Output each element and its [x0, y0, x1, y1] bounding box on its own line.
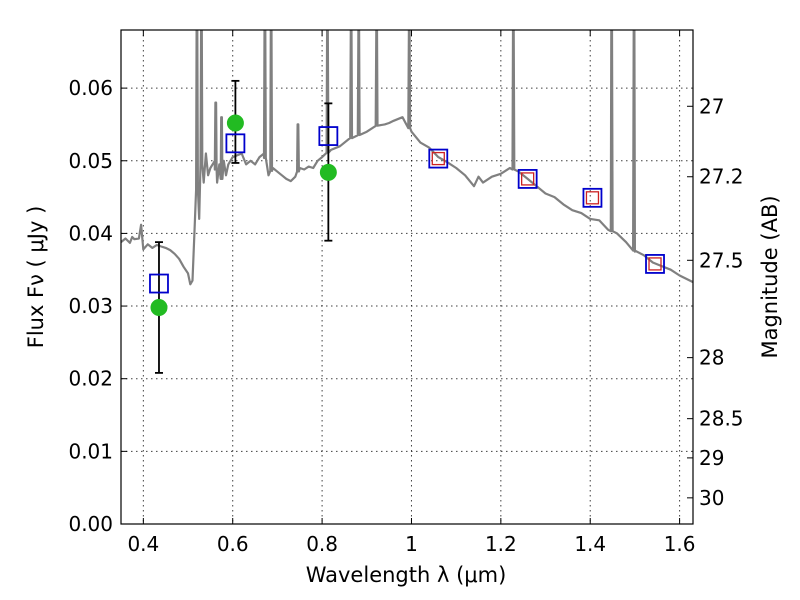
y-tick-label: 0.03: [68, 294, 113, 318]
upper-limit-square: [521, 172, 535, 186]
axes: 0.4 0.6 0.8 1 1.2 1.4 1.6 0.00 0.01 0.02 0.03 0.04 0…: [68, 30, 744, 556]
observed-flux-circle: [226, 114, 244, 132]
grid: [121, 30, 693, 525]
photometry-points: [149, 79, 665, 374]
y2-tick-label: 27.5: [699, 248, 744, 272]
model-flux-square: [517, 169, 538, 189]
plot-area-frame: [120, 29, 694, 525]
y2-tick-label: 27: [699, 94, 724, 118]
x-tick-label: 0.4: [127, 532, 159, 556]
y2-tick-label: 28: [699, 346, 724, 370]
model-flux-square: [149, 273, 169, 294]
x-axis-title: Wavelength λ (μm): [306, 563, 507, 587]
model-spectrum-line: [121, 30, 693, 286]
y-tick-label: 0.02: [68, 367, 113, 391]
observed-flux-circle: [319, 163, 337, 181]
model-flux-square: [645, 254, 665, 274]
model-spectrum-layer: [121, 30, 693, 286]
y2-axis-title: Magnitude (AB): [758, 195, 782, 358]
model-flux-square: [318, 126, 339, 146]
x-tick-label: 1.4: [574, 532, 606, 556]
observed-flux-circle: [150, 299, 168, 317]
x-tick-label: 1.6: [664, 532, 696, 556]
y2-tick-label: 28.5: [699, 407, 744, 431]
y2-tick-label: 29: [699, 446, 724, 470]
model-flux-square: [428, 148, 449, 169]
upper-limit-square: [431, 151, 445, 166]
x-tick-label: 1: [405, 532, 418, 556]
x-tick-label: 0.8: [306, 532, 338, 556]
y2-tick-label: 30: [699, 486, 724, 510]
y-axis-title: Flux Fν ( μJy ): [24, 206, 48, 349]
y-tick-label: 0.00: [68, 512, 113, 536]
model-flux-square: [225, 133, 246, 154]
y-tick-label: 0.01: [68, 439, 113, 463]
model-flux-square: [582, 187, 603, 208]
y-tick-label: 0.05: [68, 149, 113, 173]
upper-limit-square: [585, 191, 600, 205]
y2-tick-label: 27.2: [699, 165, 744, 189]
upper-limit-square: [648, 257, 662, 271]
y-tick-label: 0.04: [68, 221, 113, 245]
y-tick-label: 0.06: [68, 76, 113, 100]
x-tick-label: 1.2: [485, 532, 517, 556]
x-tick-label: 0.6: [217, 532, 249, 556]
